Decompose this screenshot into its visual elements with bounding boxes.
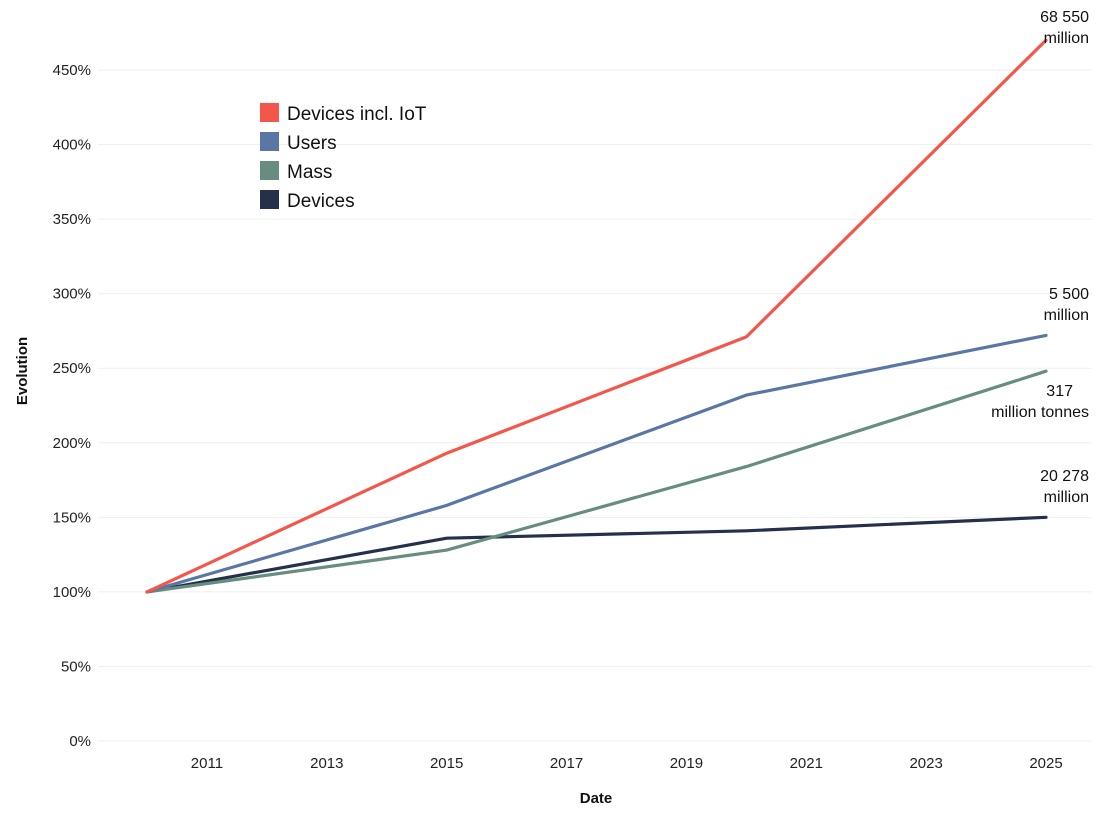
series-end-label: 317 (1046, 383, 1073, 400)
legend-swatch (260, 103, 279, 122)
series-line (145, 38, 1048, 594)
series-line (145, 515, 1048, 594)
y-tick-label: 400% (53, 137, 91, 154)
grid-lines (98, 69, 1092, 742)
legend-label: Mass (287, 162, 332, 183)
y-tick-label: 450% (53, 62, 91, 79)
y-tick-label: 100% (53, 584, 91, 601)
x-tick-label: 2015 (430, 755, 463, 772)
series-line (145, 369, 1048, 594)
legend-label: Users (287, 133, 337, 154)
x-tick-label: 2013 (310, 755, 343, 772)
series-line (145, 333, 1048, 594)
legend-label: Devices (287, 191, 355, 212)
x-axis-ticks: 2011 2013 2015 2017 2019 2021 2023 2025 (191, 755, 1063, 772)
end-labels: 68 550 million 5 500 million 317 million tonn… (991, 9, 1089, 506)
y-tick-label: 300% (53, 286, 91, 303)
x-tick-label: 2011 (191, 755, 223, 772)
series-lines (145, 38, 1048, 594)
y-tick-label: 350% (53, 211, 91, 228)
y-tick-label: 0% (69, 733, 91, 750)
x-tick-label: 2019 (670, 755, 703, 772)
legend: Devices incl. IoT Users Mass Devices (260, 103, 427, 212)
legend-swatch (260, 190, 279, 209)
x-tick-label: 2025 (1029, 755, 1062, 772)
legend-swatch (260, 161, 279, 180)
x-axis-title: Date (580, 790, 613, 807)
y-tick-label: 50% (61, 658, 91, 675)
series-end-label: million (1044, 489, 1089, 506)
legend-swatch (260, 132, 279, 151)
series-end-label: million (1044, 30, 1089, 47)
y-tick-label: 250% (53, 360, 91, 377)
y-tick-label: 200% (53, 435, 91, 452)
x-tick-label: 2023 (909, 755, 942, 772)
series-end-label: 5 500 (1049, 286, 1089, 303)
y-tick-label: 150% (53, 509, 91, 526)
series-end-label: million (1044, 307, 1089, 324)
legend-label: Devices incl. IoT (287, 104, 427, 125)
series-end-label: million tonnes (991, 404, 1089, 421)
series-end-label: 20 278 (1040, 468, 1089, 485)
y-axis-title: Evolution (14, 337, 31, 405)
series-end-label: 68 550 (1040, 9, 1089, 26)
x-tick-label: 2017 (550, 755, 583, 772)
y-axis-ticks: 0% 50% 100% 150% 200% 250% 300% 350% 400% 450% (53, 62, 91, 750)
x-tick-label: 2021 (790, 755, 823, 772)
